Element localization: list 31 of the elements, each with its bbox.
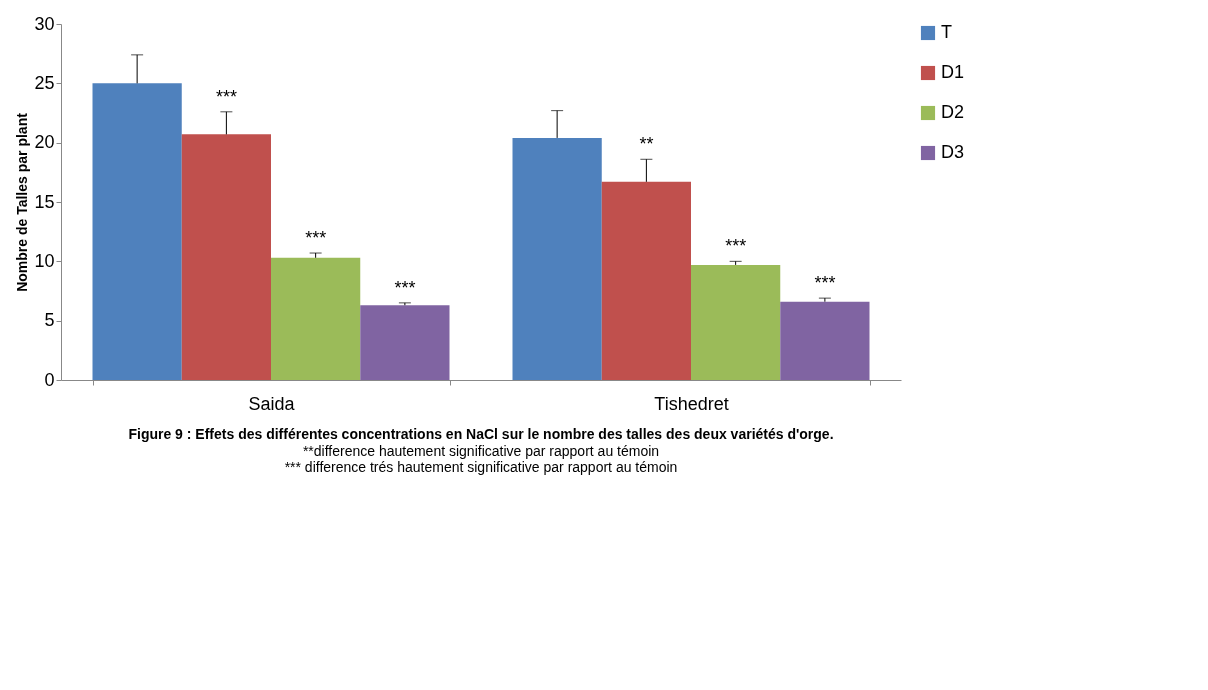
legend-label: D2: [941, 102, 965, 122]
bar: [92, 83, 182, 380]
bar: [512, 137, 602, 380]
x-tick-label: Tishedret: [654, 393, 729, 414]
y-tick-label: 30: [34, 13, 55, 34]
y-axis-title: Nombre de Talles par plant: [14, 112, 31, 292]
data-label: ***: [215, 86, 237, 107]
y-tick-label: 25: [34, 72, 55, 93]
legend-label: D1: [941, 62, 965, 82]
y-tick-label: 0: [44, 369, 55, 390]
data-label: ***: [305, 228, 327, 249]
data-label: ***: [814, 273, 836, 294]
data-label: **: [639, 134, 654, 155]
bar: [181, 134, 271, 380]
text: Figure 9 : Effets des différentes concentrations en NaCl sur le nombre des talles des deux variétés d'orge.: [128, 426, 834, 442]
bar: [271, 257, 361, 380]
legend-label: T: [941, 22, 952, 42]
bar: [780, 301, 870, 380]
y-tick-label: 5: [44, 310, 55, 331]
y-tick-label: 15: [34, 191, 55, 212]
bar: [691, 264, 781, 380]
x-tick-label: Saida: [248, 393, 296, 414]
text: **difference hautement significative par rapport au témoin: [302, 443, 660, 459]
bar: [601, 181, 691, 380]
bar: [360, 305, 450, 380]
legend-label: D3: [941, 142, 965, 162]
y-tick-label: 10: [34, 250, 55, 271]
y-tick-label: 20: [34, 132, 55, 153]
data-label: ***: [394, 277, 416, 298]
data-label: ***: [725, 236, 747, 257]
text: *** difference trés hautement significative par rapport au témoin: [284, 459, 678, 475]
